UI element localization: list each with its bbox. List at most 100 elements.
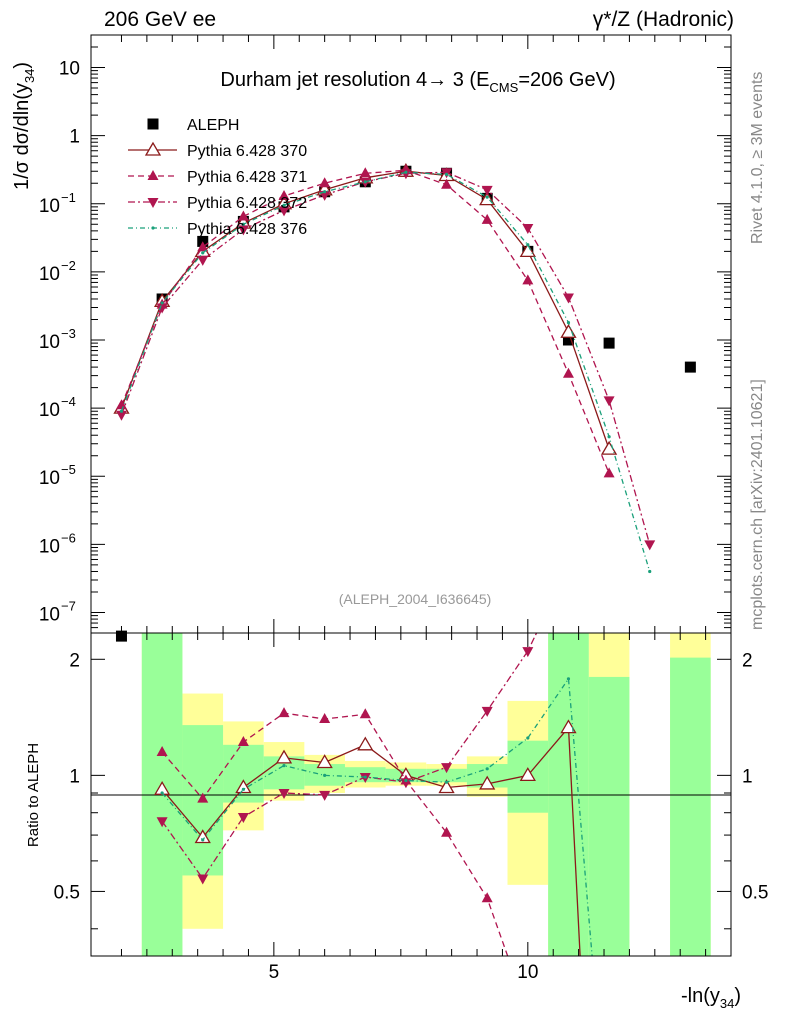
- p376-ratio-point: [404, 778, 408, 783]
- p371-point: [115, 399, 127, 410]
- main-y-tick-label: 10: [39, 196, 60, 217]
- main-y-tick-exponent: −1: [61, 190, 76, 205]
- main-y-tick-exponent: −2: [61, 258, 76, 273]
- p372-point: [156, 303, 168, 314]
- p371-point: [278, 189, 290, 200]
- p376-point: [363, 180, 367, 184]
- main-y-tick-exponent: −3: [61, 326, 76, 341]
- main-y-tick-label: 10: [39, 536, 60, 557]
- p376-line: [120, 171, 651, 572]
- ratio-band-group: [141, 633, 711, 956]
- p370-ratio-point: [357, 736, 374, 751]
- p376-ratio-point: [282, 763, 286, 768]
- p370-ratio-point: [438, 779, 455, 794]
- aleph-point: [684, 361, 696, 373]
- p372-point: [603, 396, 615, 407]
- aleph-point: [562, 334, 574, 346]
- header-right-label: γ*/Z (Hadronic): [593, 8, 734, 31]
- p376-point: [241, 222, 245, 226]
- p376-ratio-point: [201, 838, 205, 842]
- p372-ratio-point: [481, 706, 493, 717]
- p372-point: [278, 206, 290, 217]
- main-y-tick-label: 1: [69, 127, 80, 148]
- main-y-tick-exponent: −7: [61, 598, 76, 613]
- p376-point: [404, 170, 408, 174]
- p376-point: [444, 172, 449, 176]
- p371-ratio-point: [481, 892, 493, 903]
- main-title-part1: Durham jet resolution 4: [220, 69, 427, 91]
- p376-point: [201, 251, 205, 255]
- p372-point: [237, 225, 249, 236]
- main-ylabel: 1/σ dσ/dln(y34): [11, 62, 37, 190]
- legend-marker: [151, 226, 155, 230]
- p376-point: [160, 301, 164, 305]
- p376-ratio-line: [161, 676, 593, 956]
- p376-point: [282, 203, 286, 207]
- p372-point: [522, 224, 534, 235]
- p376-point: [323, 190, 327, 194]
- p372-point: [481, 185, 493, 196]
- p372-ratio-point: [441, 763, 453, 774]
- p372-ratio-point: [237, 812, 249, 823]
- p376-point: [485, 195, 489, 199]
- series-pythia-6-428-376: [119, 170, 652, 574]
- ratio-y-tick-label: 2: [69, 650, 80, 671]
- main-series-group: [113, 162, 696, 642]
- legend-label: ALEPH: [187, 117, 239, 134]
- p376-ratio-point: [485, 767, 489, 771]
- ratio-xlabel-sub: 34: [720, 996, 734, 1011]
- ratio-tick-group: 5 10 0.5 0.5 1 1 2 2: [54, 633, 768, 983]
- p371-ratio-point: [197, 792, 209, 803]
- main-ylabel-part1: 1/σ dσ/dln(y: [11, 83, 33, 190]
- p371-ratio-point: [278, 707, 290, 718]
- ratio-band-green: [223, 744, 264, 803]
- p372-point: [562, 293, 574, 304]
- p371-point: [237, 210, 249, 221]
- p376-point: [648, 569, 652, 574]
- ratio-y-tick-label: 1: [69, 766, 80, 787]
- main-title-arrow: →: [427, 69, 447, 91]
- main-y-tick-label: 10: [39, 332, 60, 353]
- p370-ratio-point: [316, 754, 333, 769]
- main-y-tick-label: 10: [39, 468, 60, 489]
- ratio-x-tick-label: 10: [517, 962, 538, 983]
- p372-point: [644, 540, 656, 551]
- p376-ratio-point: [323, 773, 327, 777]
- p371-line: [120, 169, 610, 474]
- p376-ratio-point: [363, 775, 367, 779]
- p371-ratio-point: [441, 826, 453, 837]
- p372-point: [400, 169, 412, 180]
- p371-ratio-line: [161, 712, 509, 956]
- p376-ratio-point: [241, 787, 245, 791]
- ratio-series-p371: [156, 707, 509, 956]
- legend-label: Pythia 6.428 376: [187, 221, 307, 238]
- legend-label: Pythia 6.428 370: [187, 143, 307, 160]
- p376-ratio-point: [566, 677, 571, 681]
- main-y-tick-label: 10: [39, 264, 60, 285]
- p371-point: [197, 241, 209, 252]
- p371-point: [522, 274, 534, 285]
- legend-label: Pythia 6.428 372: [187, 195, 307, 212]
- p371-point: [603, 467, 615, 478]
- legend-marker: [147, 198, 159, 208]
- p371-point: [319, 177, 331, 188]
- main-y-tick-exponent: −6: [61, 530, 76, 545]
- legend-marker: [147, 170, 159, 180]
- p370-point: [519, 243, 536, 258]
- p370-ratio-point: [479, 775, 496, 790]
- p370-ratio-point: [235, 779, 252, 794]
- p370-ratio-line: [161, 725, 581, 956]
- ratio-y-tick-label-right: 2: [742, 650, 753, 671]
- p372-ratio-point: [522, 647, 534, 658]
- rivet-label: Rivet 4.1.0, ≥ 3M events: [749, 72, 766, 244]
- header-left-label: 206 GeV ee: [104, 8, 216, 31]
- ratio-xlabel-part1: -ln(y: [681, 985, 720, 1007]
- p371-ratio-point: [237, 736, 249, 747]
- main-y-tick-label: 10: [39, 604, 60, 625]
- ratio-series-group: [153, 633, 593, 956]
- main-y-tick-exponent: −5: [61, 462, 76, 477]
- main-y-tick-label: 10: [59, 59, 80, 80]
- p376-ratio-point: [160, 791, 164, 795]
